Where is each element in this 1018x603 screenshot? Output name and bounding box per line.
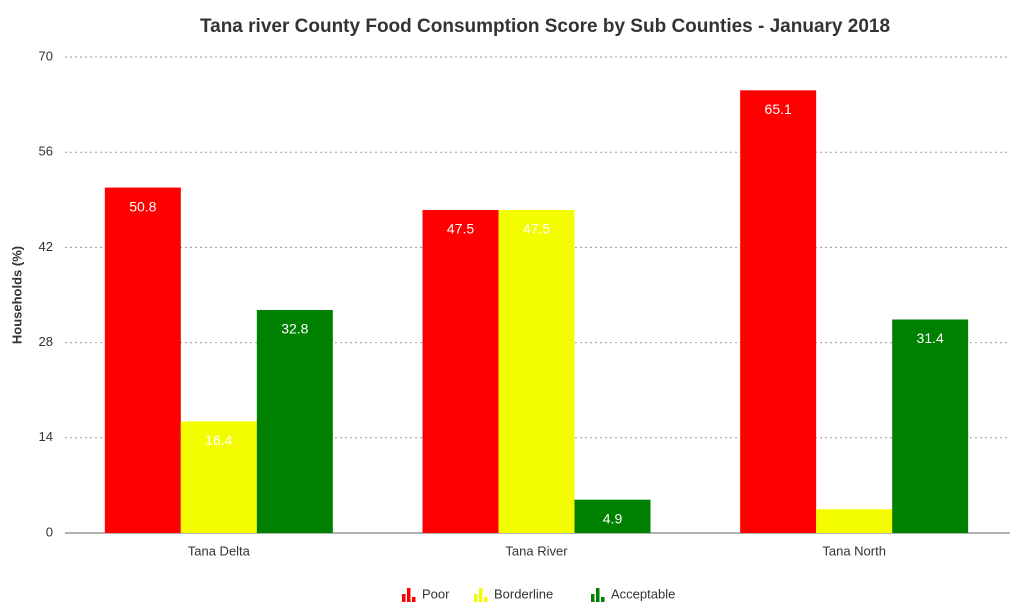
y-tick-label: 56 [39, 144, 53, 159]
legend-swatch [474, 594, 478, 602]
legend-swatch [402, 594, 406, 602]
bar [498, 210, 575, 533]
bar [740, 90, 817, 533]
bar [256, 309, 333, 533]
legend-label: Acceptable [611, 586, 675, 601]
legend-label: Borderline [494, 586, 553, 601]
data-label: 65.1 [765, 101, 792, 117]
y-tick-label: 28 [39, 334, 53, 349]
bar [104, 187, 181, 533]
data-label: 4.9 [603, 510, 623, 526]
y-tick-label: 42 [39, 239, 53, 254]
x-tick-label: Tana River [505, 543, 568, 558]
data-label: 31.4 [917, 330, 944, 346]
data-label: 50.8 [129, 198, 156, 214]
legend-label: Poor [422, 586, 450, 601]
y-axis-label: Households (%) [9, 246, 24, 344]
legend-swatch [484, 597, 488, 602]
data-label: 16.4 [205, 432, 232, 448]
y-tick-label: 14 [39, 429, 53, 444]
data-label: 32.8 [281, 321, 308, 337]
legend-swatch [591, 594, 595, 602]
y-tick-label: 70 [39, 48, 53, 63]
bar [892, 319, 969, 533]
data-label: 47.5 [447, 221, 474, 237]
legend-swatch [407, 588, 411, 602]
bar [816, 509, 893, 533]
chart-title: Tana river County Food Consumption Score… [200, 16, 890, 37]
y-tick-label: 0 [46, 524, 53, 539]
data-label: 47.5 [523, 221, 550, 237]
bar [422, 210, 499, 533]
legend-swatch [412, 597, 416, 602]
x-tick-label: Tana North [822, 543, 886, 558]
legend-swatch [601, 597, 605, 602]
bar [180, 421, 257, 533]
x-tick-label: Tana Delta [188, 543, 251, 558]
bar [574, 499, 651, 533]
legend-swatch [596, 588, 600, 602]
legend-swatch [479, 588, 483, 602]
